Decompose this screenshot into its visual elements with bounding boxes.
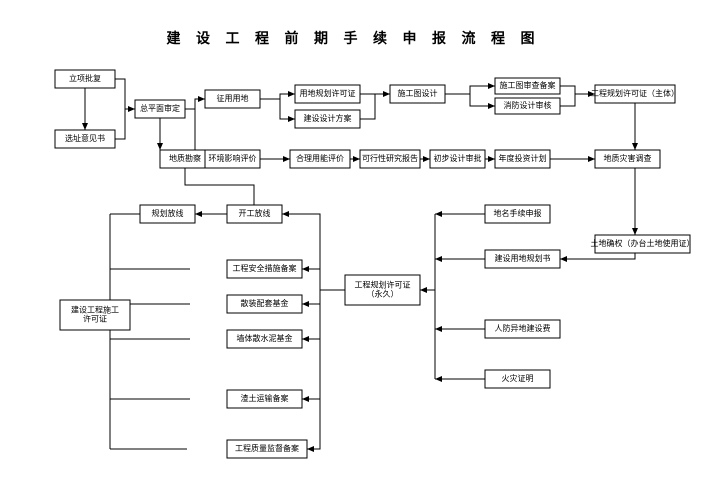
edge (445, 86, 495, 94)
node-label: 年度投资计划 (499, 153, 547, 163)
edge (302, 290, 345, 399)
node-label: 火灾证明 (502, 373, 534, 383)
node-label: 散装配套基金 (241, 298, 289, 308)
edge (560, 86, 595, 94)
node-label: 地名手续申报 (494, 208, 542, 218)
node-label: 可行性研究报告 (362, 153, 418, 163)
flowchart-canvas: 立项批复选址意见书 总平面审定地质勘察 征用用地环境影响评价 用地规划许可证建设设计方… (0, 0, 707, 500)
edge (185, 168, 254, 205)
node-label: 规划放线 (152, 208, 184, 218)
node-label: 工程质量监督备案 (235, 443, 299, 453)
node-label: 墙体散水泥基金 (237, 333, 293, 343)
node-label: 渣土运输备案 (241, 393, 289, 403)
node-label: 工程安全措施备案 (233, 263, 297, 273)
edge (307, 290, 345, 449)
edge (560, 253, 635, 259)
node-label: 地质勘察 (169, 153, 201, 163)
node-label: 地质灾害调查 (604, 153, 652, 163)
edge (260, 99, 295, 119)
node-label: 合理用能评价 (296, 153, 344, 163)
node-label: 征用用地 (217, 93, 249, 103)
node-label: 人防异地建设费 (495, 323, 551, 333)
nodes-layer: 立项批复选址意见书 总平面审定地质勘察 征用用地环境影响评价 用地规划许可证建设设计方… (55, 70, 695, 458)
node-label: 工程规划许可证（主体） (591, 88, 679, 98)
edge (282, 214, 345, 290)
edge (445, 94, 495, 106)
node-label: 建设用地规划书 (495, 253, 551, 263)
edge (115, 109, 135, 139)
node-label: 开工放线 (239, 208, 271, 218)
edge (560, 94, 595, 106)
node-label: 环境影响评价 (209, 153, 257, 163)
node-label: 选址意见书 (65, 133, 105, 143)
node-label: 初步设计审批 (434, 153, 482, 163)
node-label: 施工图审查备案 (500, 80, 556, 90)
edge (260, 94, 295, 99)
edge (302, 290, 345, 304)
node-label: 用地规划许可证 (300, 88, 356, 98)
node-label: 土地确权（办台土地使用证） (591, 238, 695, 248)
node-label: 施工图设计 (398, 88, 438, 98)
node-label: （永久） (367, 288, 399, 298)
node-label: 立项批复 (69, 73, 101, 83)
edge (115, 79, 135, 109)
edge (185, 99, 205, 109)
edge (360, 94, 390, 119)
node-label: 总平面审定 (140, 103, 180, 113)
node-label: 许可证 (83, 313, 107, 323)
node-label: 消防设计审核 (504, 100, 552, 110)
node-label: 工程规划许可证 (355, 279, 411, 289)
edge (302, 290, 345, 339)
node-label: 建设设计方案 (304, 113, 352, 123)
node-label: 建设工程施工 (71, 304, 119, 314)
edge (302, 269, 345, 290)
